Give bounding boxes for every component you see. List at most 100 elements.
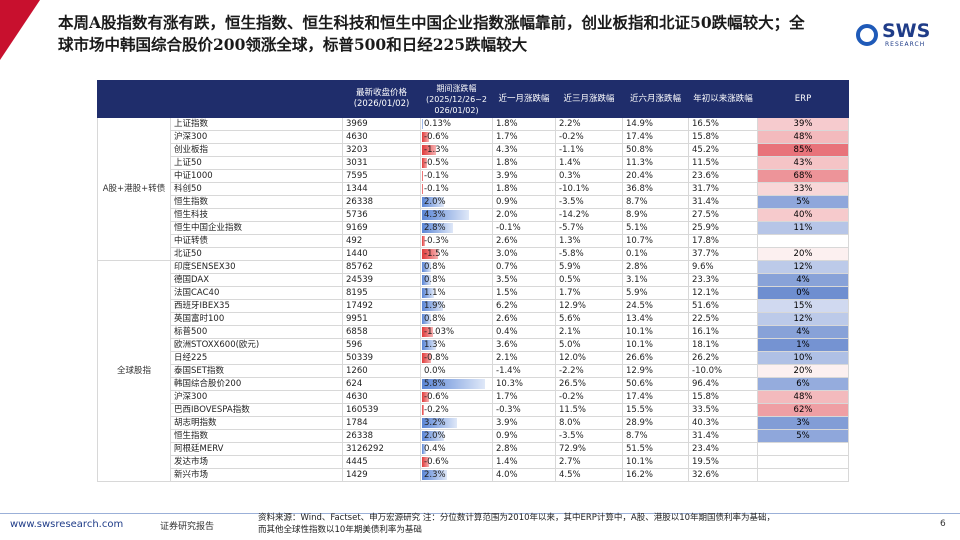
value-cell: 4445 — [342, 455, 421, 469]
value-text: 96.4% — [692, 379, 720, 389]
index-name: 英国富时100 — [170, 312, 343, 326]
value-text: 4% — [796, 275, 810, 285]
value-text: 5.9% — [626, 288, 648, 298]
data-bar — [422, 158, 428, 168]
value-cell: 3.9% — [492, 416, 556, 430]
value-cell: 50.8% — [622, 143, 689, 157]
value-text: 26.5% — [559, 379, 587, 389]
value-cell: -3.5% — [555, 195, 623, 209]
value-text: 624 — [346, 379, 363, 389]
value-text: 33% — [793, 184, 813, 194]
value-text: 37.7% — [692, 249, 720, 259]
value-cell: 1344 — [342, 182, 421, 196]
value-text: 9951 — [346, 314, 368, 324]
value-cell: 6858 — [342, 325, 421, 339]
value-cell: 9.6% — [688, 260, 758, 274]
value-text: 8.0% — [559, 418, 581, 428]
value-cell: -5.7% — [555, 221, 623, 235]
value-cell: 2.0% — [492, 208, 556, 222]
value-cell — [757, 468, 849, 482]
index-name: 恒生科技 — [170, 208, 343, 222]
value-text: 62% — [793, 405, 813, 415]
value-text: 0.5% — [559, 275, 581, 285]
value-text: -10.1% — [559, 184, 590, 194]
value-text: 0.7% — [496, 262, 518, 272]
value-text: 7595 — [346, 171, 368, 181]
index-name-text: 中证转债 — [174, 236, 209, 246]
value-text: 31.7% — [692, 184, 720, 194]
value-cell: 5.1% — [622, 221, 689, 235]
value-cell: -0.3% — [492, 403, 556, 417]
value-text: 1.3% — [559, 236, 581, 246]
value-cell: -0.6% — [420, 390, 493, 404]
value-cell: 11.5% — [555, 403, 623, 417]
table-row: 恒生指数 26338 2.0% 0.9% -3.5% 8.7% 31.4% 5% — [98, 195, 849, 209]
index-name: 胡志明指数 — [170, 416, 343, 430]
value-cell: 23.4% — [688, 442, 758, 456]
value-cell: 22.5% — [688, 312, 758, 326]
value-text: 596 — [346, 340, 363, 350]
data-bar — [422, 223, 453, 233]
table-row: 法国CAC40 8195 1.1% 1.5% 1.7% 5.9% 12.1% 0% — [98, 286, 849, 300]
index-name-text: 阿根廷MERV — [174, 444, 224, 454]
index-name-text: 北证50 — [174, 249, 202, 259]
index-name: 中证1000 — [170, 169, 343, 183]
value-cell: 12.9% — [555, 299, 623, 313]
value-cell: 2.8% — [622, 260, 689, 274]
index-name: 西班牙IBEX35 — [170, 299, 343, 313]
value-text: 2.8% — [496, 444, 518, 454]
table-row: 全球股指 印度SENSEX30 85762 0.8% 0.7% 5.9% 2.8% 9.6% 1… — [97, 260, 849, 482]
value-text: 11.3% — [626, 158, 654, 168]
index-name: 印度SENSEX30 — [170, 260, 343, 274]
column-header: 年初以来涨跌幅 — [688, 80, 758, 118]
value-text: 2.0% — [424, 431, 446, 441]
data-bar — [422, 314, 431, 324]
logo-text: SWS — [882, 20, 931, 42]
index-name: 创业板指 — [170, 143, 343, 157]
table-row: 英国富时100 9951 0.8% 2.6% 5.6% 13.4% 22.5% 12% — [98, 312, 849, 326]
data-bar — [422, 431, 444, 441]
value-text: 4.0% — [496, 470, 518, 480]
page-number: 6 — [940, 519, 946, 529]
value-text: 12.0% — [559, 353, 587, 363]
value-cell: 0.0% — [420, 364, 493, 378]
value-text: -0.2% — [424, 405, 449, 415]
value-cell: -10.0% — [688, 364, 758, 378]
value-text: 68% — [793, 171, 813, 181]
value-text: 2.8% — [424, 223, 446, 233]
value-text: 1260 — [346, 366, 368, 376]
value-cell: 1% — [757, 338, 849, 352]
value-text: 0.8% — [424, 314, 446, 324]
index-name-text: 新兴市场 — [174, 470, 209, 480]
value-text: 5% — [796, 431, 810, 441]
value-cell: 43% — [757, 156, 849, 170]
value-cell: 45.2% — [688, 143, 758, 157]
value-text: 2.1% — [496, 353, 518, 363]
index-name-text: 上证指数 — [174, 119, 209, 129]
value-cell: 2.6% — [492, 312, 556, 326]
value-text: 2.7% — [559, 457, 581, 467]
value-cell: 2.2% — [555, 117, 623, 131]
value-cell: -1.3% — [420, 143, 493, 157]
value-text: 20% — [793, 249, 813, 259]
value-cell: 51.6% — [688, 299, 758, 313]
value-cell: 0.4% — [420, 442, 493, 456]
value-text: 8195 — [346, 288, 368, 298]
value-cell: 10.3% — [492, 377, 556, 391]
value-text: 11% — [793, 223, 813, 233]
index-name: 标普500 — [170, 325, 343, 339]
value-text: 2.2% — [559, 119, 581, 129]
index-name: 沪深300 — [170, 130, 343, 144]
value-text: -0.2% — [559, 132, 584, 142]
data-table: 最新收盘价格 (2026/01/02) 期间涨跌幅 (2025/12/26~202… — [97, 80, 849, 482]
value-text: 85% — [793, 145, 813, 155]
value-cell: 12.0% — [555, 351, 623, 365]
table-row: 沪深300 4630 -0.6% 1.7% -0.2% 17.4% 15.8% 48% — [98, 390, 849, 404]
value-cell: 17.8% — [688, 234, 758, 248]
value-cell: 0.5% — [555, 273, 623, 287]
value-text: 85762 — [346, 262, 374, 272]
value-text: 1.5% — [496, 288, 518, 298]
index-name: 恒生中国企业指数 — [170, 221, 343, 235]
index-name: 沪深300 — [170, 390, 343, 404]
value-cell: 0.8% — [420, 273, 493, 287]
